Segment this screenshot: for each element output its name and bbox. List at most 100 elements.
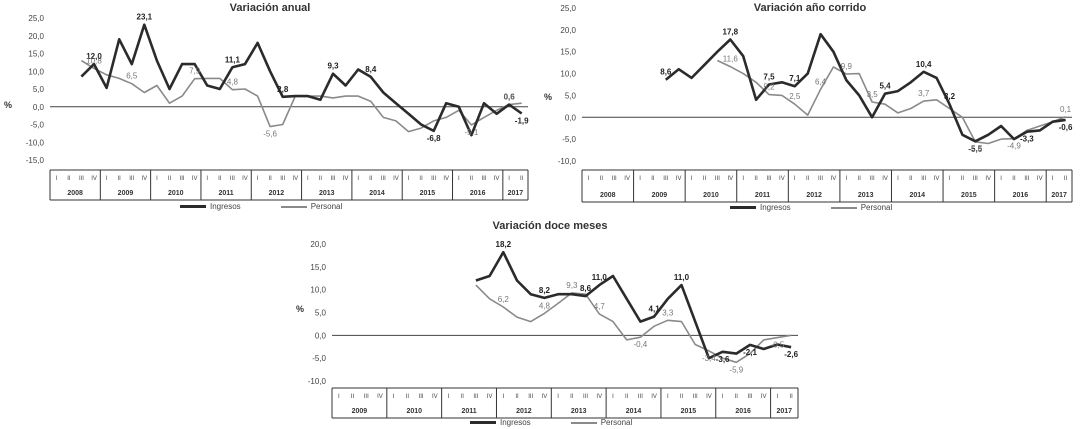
quarter-tick-label: IV [393,176,399,182]
quarter-tick-label: I [1052,176,1054,182]
quarter-tick-label: III [230,176,235,182]
quarter-tick-label: IV [542,394,548,400]
legend-item-personal: Personal [570,418,632,427]
data-label: 9,3 [327,62,339,71]
quarter-tick-label: III [818,176,823,182]
data-label: -0,6 [1059,123,1073,132]
quarter-tick-label: IV [934,176,940,182]
year-tick-label: 2012 [516,408,532,415]
data-label: 6,5 [126,72,138,81]
legend-swatch-ingresos [470,421,496,424]
quarter-tick-label: IV [487,394,493,400]
legend-item-ingresos: Ingresos [470,418,531,427]
series-line-ingresos [80,23,523,137]
quarter-tick-label: III [766,176,771,182]
data-label: 2,8 [277,85,289,94]
year-tick-label: 2017 [777,408,793,415]
quarter-tick-label: IV [192,176,198,182]
y-tick-label: -15,0 [26,156,45,165]
series-line-ingresos [475,250,792,360]
quarter-tick-label: IV [1037,176,1043,182]
data-label: 0,1 [1060,105,1072,114]
quarter-tick-label: IV [761,394,767,400]
data-label: 9,9 [841,62,853,71]
quarter-tick-label: III [431,176,436,182]
year-tick-label: 2016 [470,190,486,197]
quarter-tick-label: II [67,176,71,182]
quarter-tick-label: I [156,176,158,182]
series-line-personal [717,59,1066,145]
data-label: 11,0 [674,273,690,282]
y-tick-label: 15,0 [310,263,326,272]
y-tick-label: -5,0 [312,354,326,363]
year-tick-label: 2015 [420,190,436,197]
legend-swatch-personal [830,206,857,209]
quarter-tick-label: II [461,394,465,400]
data-label: 8,4 [365,65,377,74]
data-label: -5,6 [968,145,982,154]
year-tick-label: 2009 [352,408,368,415]
quarter-tick-label: I [448,394,450,400]
quarter-tick-label: II [520,176,524,182]
year-tick-label: 2014 [626,408,642,415]
quarter-tick-label: II [806,176,810,182]
year-tick-label: 2014 [909,192,925,199]
quarter-tick-label: II [909,176,913,182]
data-label: 4,8 [539,301,551,310]
y-tick-label: 5,0 [565,91,577,100]
data-label: 9,3 [566,281,578,290]
data-label: -1,9 [515,116,529,125]
quarter-tick-label: II [168,176,172,182]
quarter-tick-label: III [280,176,285,182]
quarter-tick-label: III [638,394,643,400]
quarter-tick-label: II [319,176,323,182]
data-label: 11,6 [723,55,739,64]
quarter-tick-label: II [268,176,272,182]
y-tick-label: 10,0 [560,70,576,79]
data-label: 5,4 [879,82,891,91]
chart-variacion-doce-meses: Variación doce meses % 20,0 15,0 10,0 5,0 0,… [290,218,810,429]
year-tick-label: 2011 [755,192,770,199]
quarter-tick-label: I [557,394,559,400]
data-label: 4,8 [227,78,239,87]
chart-svg: 25,020,015,010,05,00,0-5,0-10,0-15,0I II I… [26,13,529,201]
y-tick-label: -10,0 [308,377,327,386]
data-label: 11,1 [225,55,241,64]
y-tick-label: -10,0 [558,157,577,166]
year-tick-label: 2010 [703,192,719,199]
legend-swatch-ingresos [180,205,206,208]
quarter-tick-label: IV [882,176,888,182]
series-line-personal [475,284,792,364]
legend-label-ingresos: Ingresos [760,203,791,212]
quarter-tick-label: II [1064,176,1068,182]
legend-label-ingresos: Ingresos [210,202,241,211]
quarter-tick-label: II [369,176,373,182]
quarter-tick-label: II [1012,176,1016,182]
chart-title: Variación año corrido [753,2,867,14]
data-label: 0,6 [504,93,516,102]
chart-variacion-anual: Variación anual % 25,0 20,0 15,0 10,0 5,0 0,0… [0,0,540,215]
quarter-tick-label: II [419,176,423,182]
legend-label-personal: Personal [860,203,893,212]
quarter-tick-label: III [973,176,978,182]
quarter-tick-label: IV [343,176,349,182]
quarter-tick-label: III [473,394,478,400]
year-tick-label: 2016 [735,408,751,415]
quarter-tick-label: III [663,176,668,182]
quarter-tick-label: I [897,176,899,182]
data-label: -5,5 [968,144,982,153]
quarter-tick-label: II [218,176,222,182]
y-tick-label: 15,0 [28,50,44,59]
chart-title: Variación anual [229,2,311,14]
y-tick-label: 10,0 [310,286,326,295]
legend: Ingresos Personal [470,418,632,427]
y-tick-label: -5,0 [30,121,44,130]
data-label: 4,7 [594,302,606,311]
data-label: 7,1 [789,74,801,83]
data-label: -0,5 [771,341,785,350]
year-tick-label: 2008 [600,192,616,199]
legend-label-ingresos: Ingresos [500,418,531,427]
data-label: 23,1 [137,13,153,22]
quarter-tick-label: IV [676,176,682,182]
legend: Ingresos Personal [730,203,892,212]
